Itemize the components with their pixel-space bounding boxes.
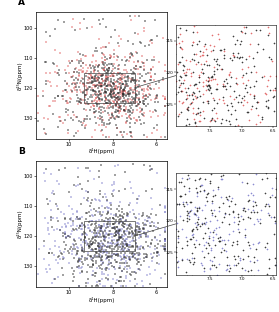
X-axis label: δ¹H(ppm): δ¹H(ppm) <box>89 297 115 303</box>
Y-axis label: δ¹⁵N(ppm): δ¹⁵N(ppm) <box>16 210 22 238</box>
Bar <box>84 221 134 251</box>
Y-axis label: δ¹⁵N(ppm): δ¹⁵N(ppm) <box>16 61 22 90</box>
Text: A: A <box>18 0 25 7</box>
X-axis label: δ¹H(ppm): δ¹H(ppm) <box>89 149 115 154</box>
Bar <box>84 73 134 103</box>
Text: B: B <box>18 147 25 156</box>
